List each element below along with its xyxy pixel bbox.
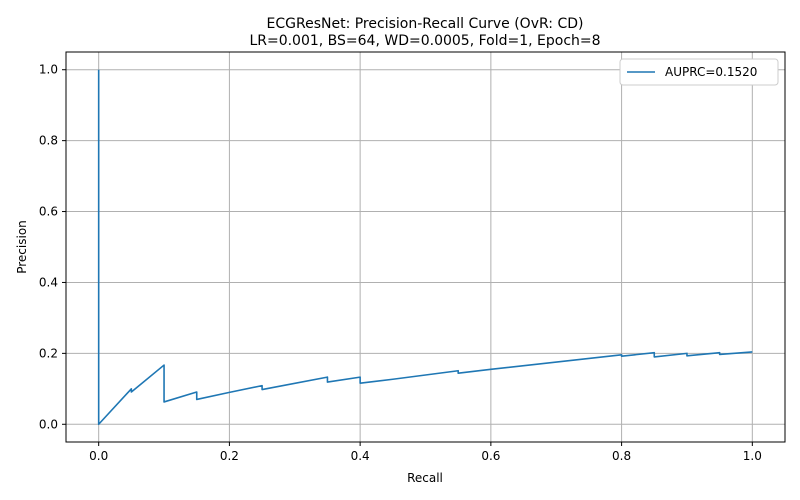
legend: AUPRC=0.1520 xyxy=(619,58,779,86)
legend-label: AUPRC=0.1520 xyxy=(665,65,757,79)
grid-lines xyxy=(66,52,785,442)
x-tick-label: 0.6 xyxy=(481,449,500,463)
plot-frame xyxy=(65,51,786,443)
y-tick-label: 0.4 xyxy=(39,275,58,289)
tick-layer: 0.0 0.2 0.4 0.6 0.8 1.0 0.0 0.2 0.4 0.6 0.8 1.0 xyxy=(39,63,762,463)
chart-title: ECGResNet: Precision-Recall Curve (OvR: … xyxy=(267,16,584,32)
y-tick-label: 0.6 xyxy=(39,205,58,219)
x-tick-label: 0.0 xyxy=(89,449,108,463)
series-layer xyxy=(97,69,753,426)
y-tick-label: 0.0 xyxy=(39,417,58,431)
y-tick-label: 1.0 xyxy=(39,63,58,77)
chart-subtitle: LR=0.001, BS=64, WD=0.0005, Fold=1, Epoc… xyxy=(249,33,600,49)
x-tick-label: 0.2 xyxy=(220,449,239,463)
y-tick-label: 0.8 xyxy=(39,134,58,148)
legend-box xyxy=(619,58,779,86)
y-tick-label: 0.2 xyxy=(39,346,58,360)
x-tick-label: 1.0 xyxy=(743,449,762,463)
x-tick-label: 0.4 xyxy=(351,449,370,463)
x-tick-label: 0.8 xyxy=(612,449,631,463)
y-axis-label: Precision xyxy=(15,220,29,274)
x-axis-label: Recall xyxy=(407,471,443,485)
series-line xyxy=(97,69,753,426)
